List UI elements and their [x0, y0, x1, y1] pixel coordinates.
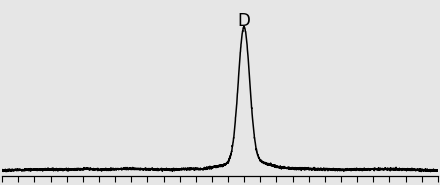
Text: D: D: [238, 12, 250, 31]
